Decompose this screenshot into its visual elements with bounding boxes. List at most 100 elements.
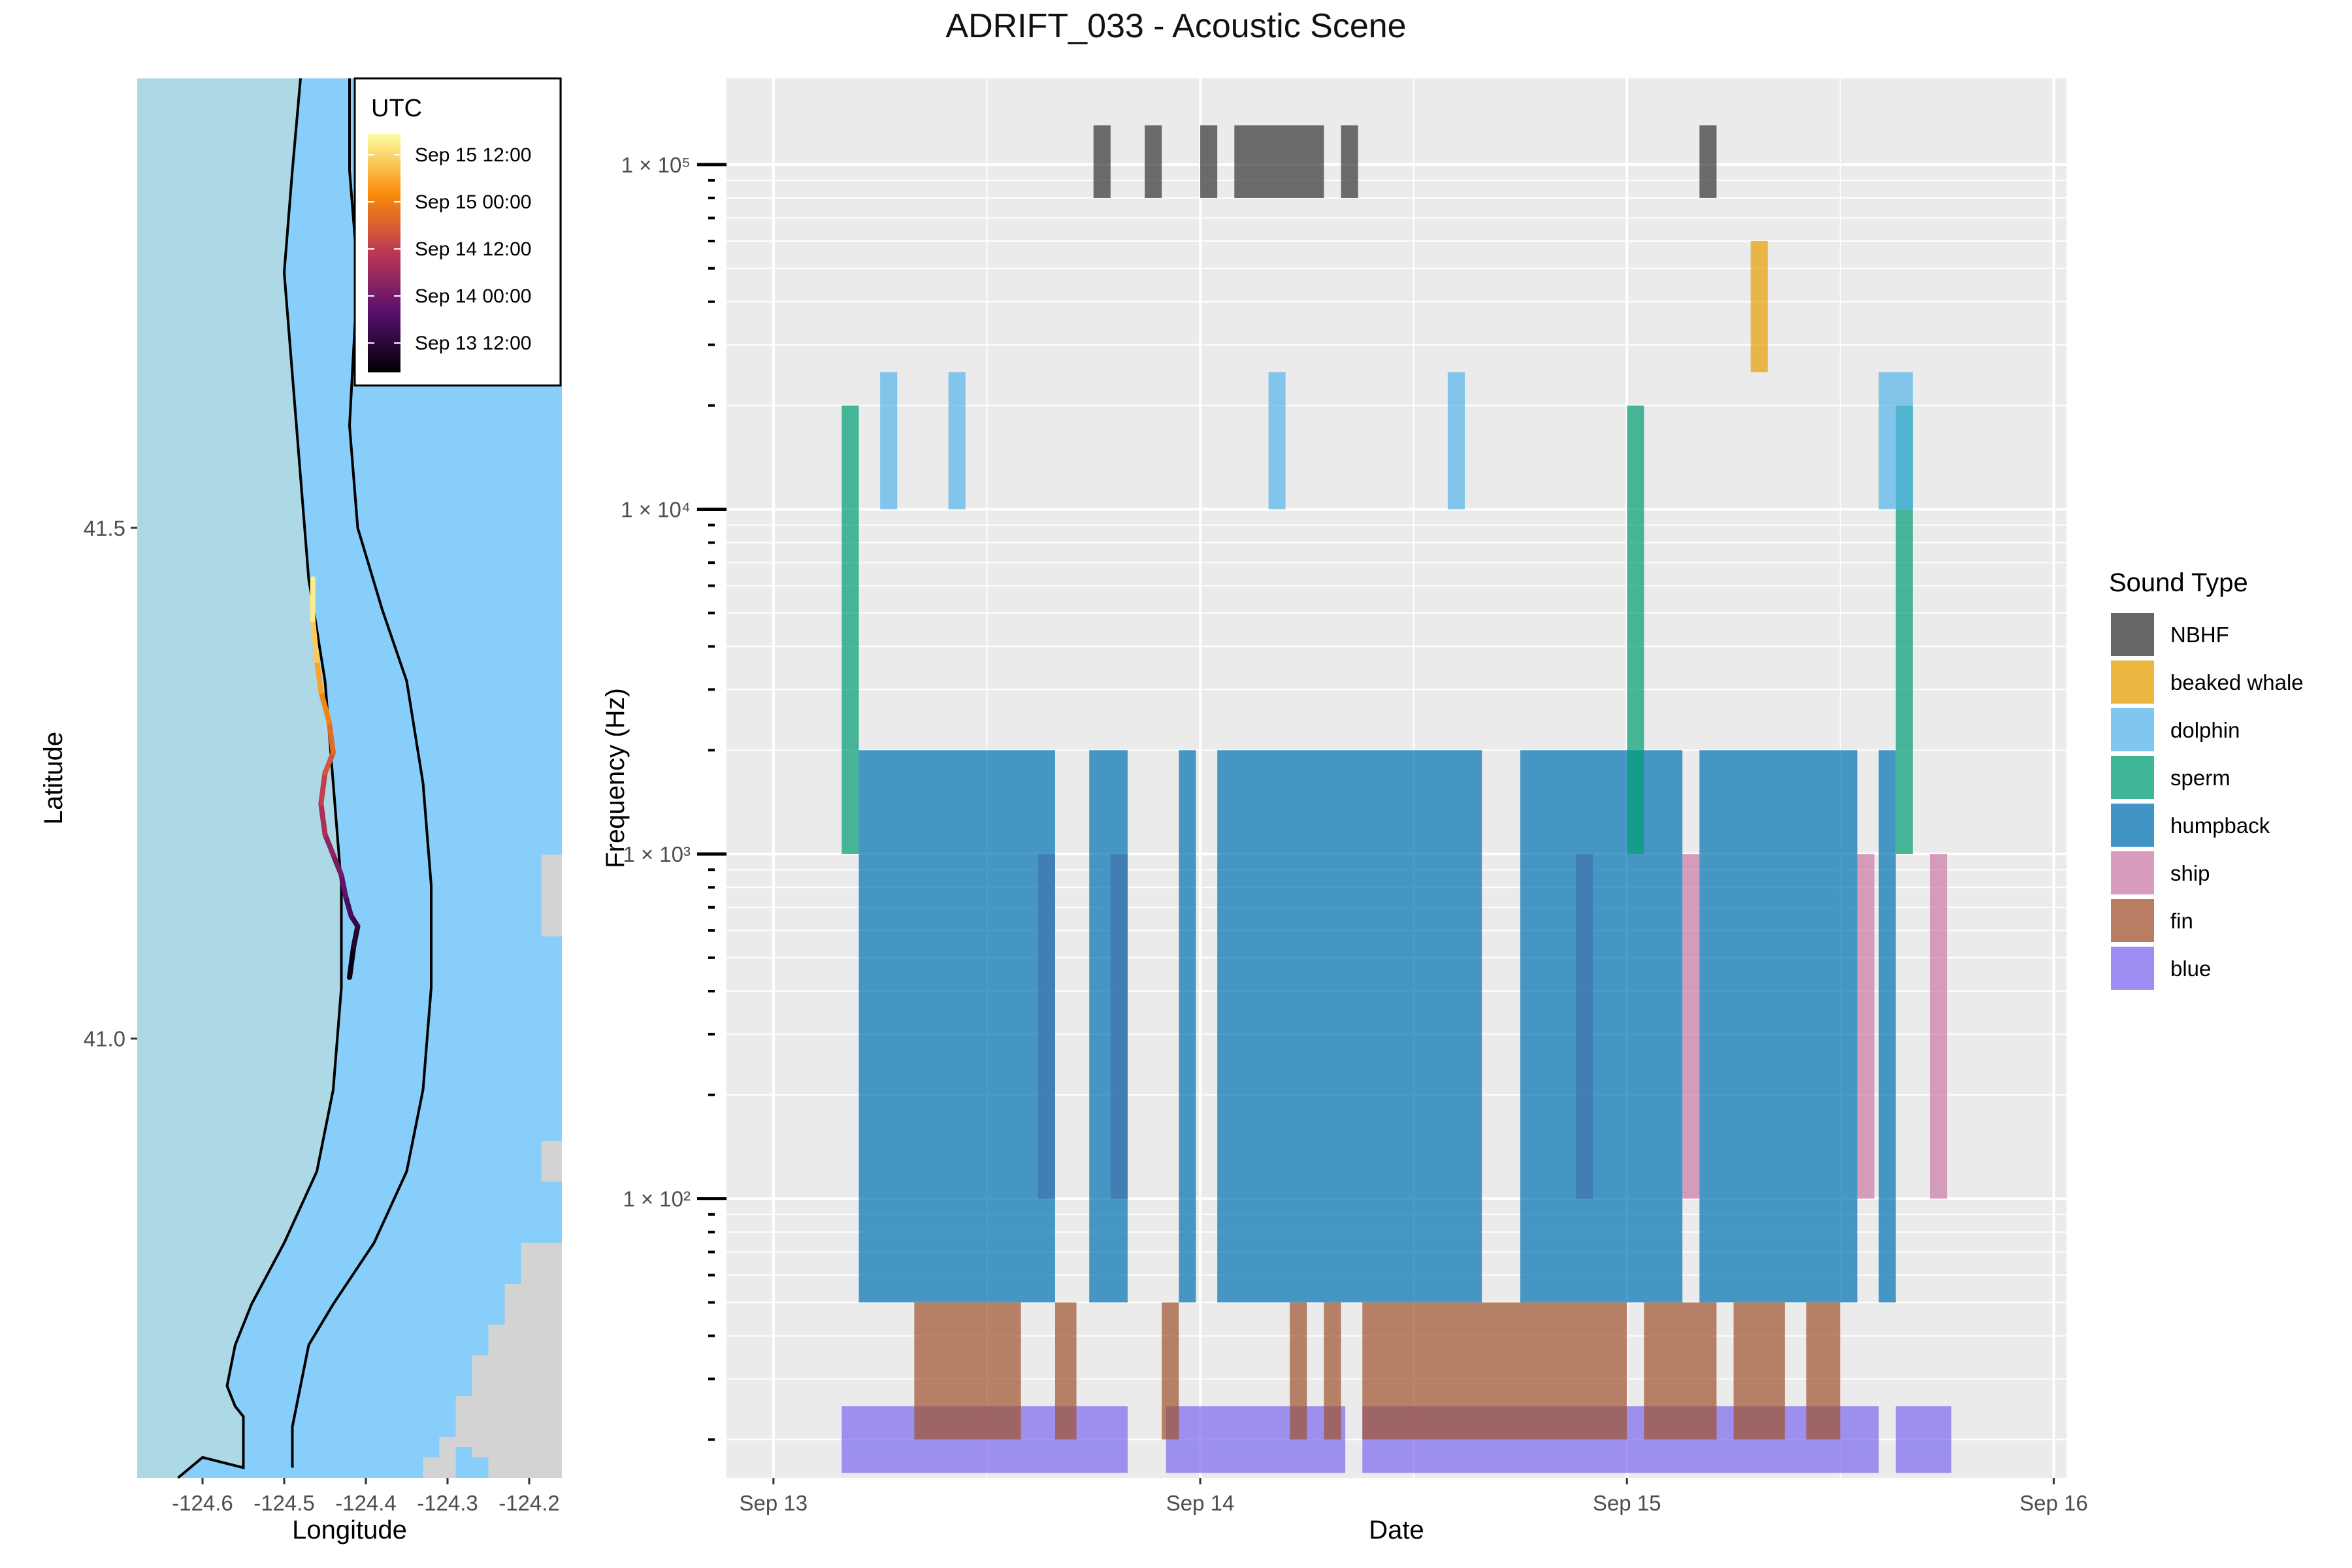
detection-bar-blue: [1895, 1406, 1952, 1473]
frequency-tick-label: 1 × 10²: [623, 1187, 691, 1211]
deep-ocean-area: [178, 78, 562, 1478]
detection-bar-NBHF: [1093, 125, 1111, 199]
legend-label-ship: ship: [2170, 861, 2210, 885]
legend-label-blue: blue: [2170, 956, 2211, 981]
drift-track-segment: [318, 770, 328, 807]
detection-bar-humpback: [1089, 750, 1128, 1303]
date-tick-label: Sep 13: [740, 1491, 808, 1515]
detection-bar-fin: [1290, 1302, 1307, 1440]
sound-type-legend-items: NBHF beaked whale dolphin sperm humpback ship…: [2110, 612, 2304, 991]
land-cell: [492, 1462, 505, 1478]
map-land-cells: [423, 855, 562, 1478]
legend-swatch-blue: [2110, 945, 2155, 991]
map-panel: -124.6 -124.5 -124.4 -124.3 -124.2 41.041.5 …: [39, 77, 562, 1544]
date-tick-label: Sep 14: [1166, 1491, 1235, 1515]
utc-legend: UTC Sep 15 12:00 Sep 15 00:00 Sep 14 12:00…: [353, 77, 562, 387]
sound-detections: [841, 125, 1952, 1473]
utc-legend-label: Sep 14 12:00: [415, 238, 532, 260]
detection-bar-NBHF: [1145, 125, 1162, 199]
land-cell: [439, 1437, 456, 1478]
detection-bar-fin: [1806, 1302, 1840, 1440]
utc-legend-label: Sep 15 12:00: [415, 144, 532, 166]
frequency-axis-label: Frequency (Hz): [601, 688, 630, 868]
land-cell: [521, 1243, 562, 1478]
legend-swatch-ship: [2110, 850, 2155, 896]
detection-bar-dolphin: [1878, 372, 1913, 510]
detection-bar-fin: [1162, 1302, 1179, 1440]
drift-track-segment: [331, 852, 344, 878]
land-cell: [423, 1457, 440, 1478]
legend-label-fin: fin: [2170, 909, 2193, 933]
drift-track: [310, 576, 361, 980]
map-x-axis-label: Longitude: [292, 1516, 407, 1544]
drift-track-segment: [326, 719, 336, 755]
map-y-axis-label: Latitude: [39, 732, 68, 825]
detection-bar-ship: [1857, 854, 1875, 1199]
map-y-tick-label: 41.0: [84, 1027, 125, 1051]
utc-legend-label: Sep 13 12:00: [415, 333, 532, 354]
land-cell: [541, 1141, 562, 1182]
detection-bar-dolphin: [1447, 372, 1465, 510]
detection-bar-fin: [1054, 1302, 1077, 1440]
detection-bar-NBHF: [1699, 125, 1717, 199]
detection-bar-humpback: [1699, 750, 1857, 1303]
map-y-axis: 41.0 41.5: [84, 516, 137, 1051]
detection-bar-NBHF: [1200, 125, 1218, 199]
land-cell: [455, 1396, 472, 1448]
frequency-axis: 1 × 10² 1 × 10³ 1 × 10⁴ 1 × 10⁵: [621, 153, 727, 1441]
detection-bar-dolphin: [948, 372, 966, 510]
detection-bar-fin: [1733, 1302, 1785, 1440]
land-cell: [541, 855, 562, 937]
frequency-tick-label: 1 × 10⁴: [621, 497, 691, 521]
drift-track-segment: [338, 872, 348, 898]
utc-legend-labels: Sep 15 12:00 Sep 15 00:00 Sep 14 12:00 Sep …: [368, 144, 532, 354]
map-x-tick-label: -124.4: [335, 1491, 397, 1515]
land-cell: [472, 1355, 489, 1458]
detection-bar-NBHF: [1234, 125, 1324, 199]
map-ocean-band: [178, 78, 562, 1478]
detection-bar-sperm: [1627, 405, 1644, 855]
map-x-tick-label: -124.5: [253, 1491, 315, 1515]
detection-bar-dolphin: [1268, 372, 1286, 510]
map-x-axis: -124.6 -124.5 -124.4 -124.3 -124.2: [172, 1478, 560, 1515]
detection-bar-ship: [1682, 854, 1700, 1199]
drift-track-segment: [314, 658, 324, 694]
detection-bar-sperm: [841, 405, 859, 855]
drift-track-segment: [322, 749, 336, 776]
detection-bar-fin: [1644, 1302, 1717, 1440]
date-tick-label: Sep 15: [1593, 1491, 1661, 1515]
detection-bar-beaked-whale: [1750, 240, 1768, 372]
legend-swatch-sperm: [2110, 755, 2155, 800]
legend-swatch-beaked-whale: [2110, 659, 2155, 705]
depth-contour-line: [291, 78, 433, 1468]
utc-colorbar: [368, 134, 400, 372]
chart-title: ADRIFT_033 - Acoustic Scene: [945, 7, 1407, 45]
detection-bar-humpback: [858, 750, 1055, 1303]
legend-label-beaked-whale: beaked whale: [2170, 670, 2304, 694]
frequency-tick-label: 1 × 10⁵: [621, 153, 691, 177]
detection-bar-humpback: [1520, 750, 1683, 1303]
drift-track-segment: [322, 831, 336, 858]
drift-track-segment: [347, 943, 357, 980]
legend-swatch-fin: [2110, 898, 2155, 943]
legend-label-NBHF: NBHF: [2170, 623, 2229, 647]
detection-bar-fin: [1362, 1302, 1627, 1440]
date-tick-label: Sep 16: [2019, 1491, 2088, 1515]
detection-bar-fin: [1324, 1302, 1341, 1440]
date-axis-label: Date: [1369, 1516, 1424, 1544]
detection-bar-humpback: [1217, 750, 1482, 1303]
detection-bar-humpback: [1179, 750, 1196, 1303]
sound-type-legend-title: Sound Type: [2109, 568, 2248, 597]
detection-bar-fin: [914, 1302, 1021, 1440]
utc-legend-label: Sep 14 00:00: [415, 286, 532, 307]
legend-label-sperm: sperm: [2170, 766, 2230, 790]
drift-track-segment: [351, 923, 361, 949]
map-x-tick-label: -124.6: [172, 1491, 233, 1515]
date-axis: Sep 13 Sep 14 Sep 15 Sep 16: [740, 1478, 2088, 1515]
map-x-tick-label: -124.2: [498, 1491, 560, 1515]
depth-contour-line: [177, 78, 343, 1479]
detection-bar-humpback: [1878, 750, 1896, 1303]
land-cell: [504, 1283, 521, 1478]
